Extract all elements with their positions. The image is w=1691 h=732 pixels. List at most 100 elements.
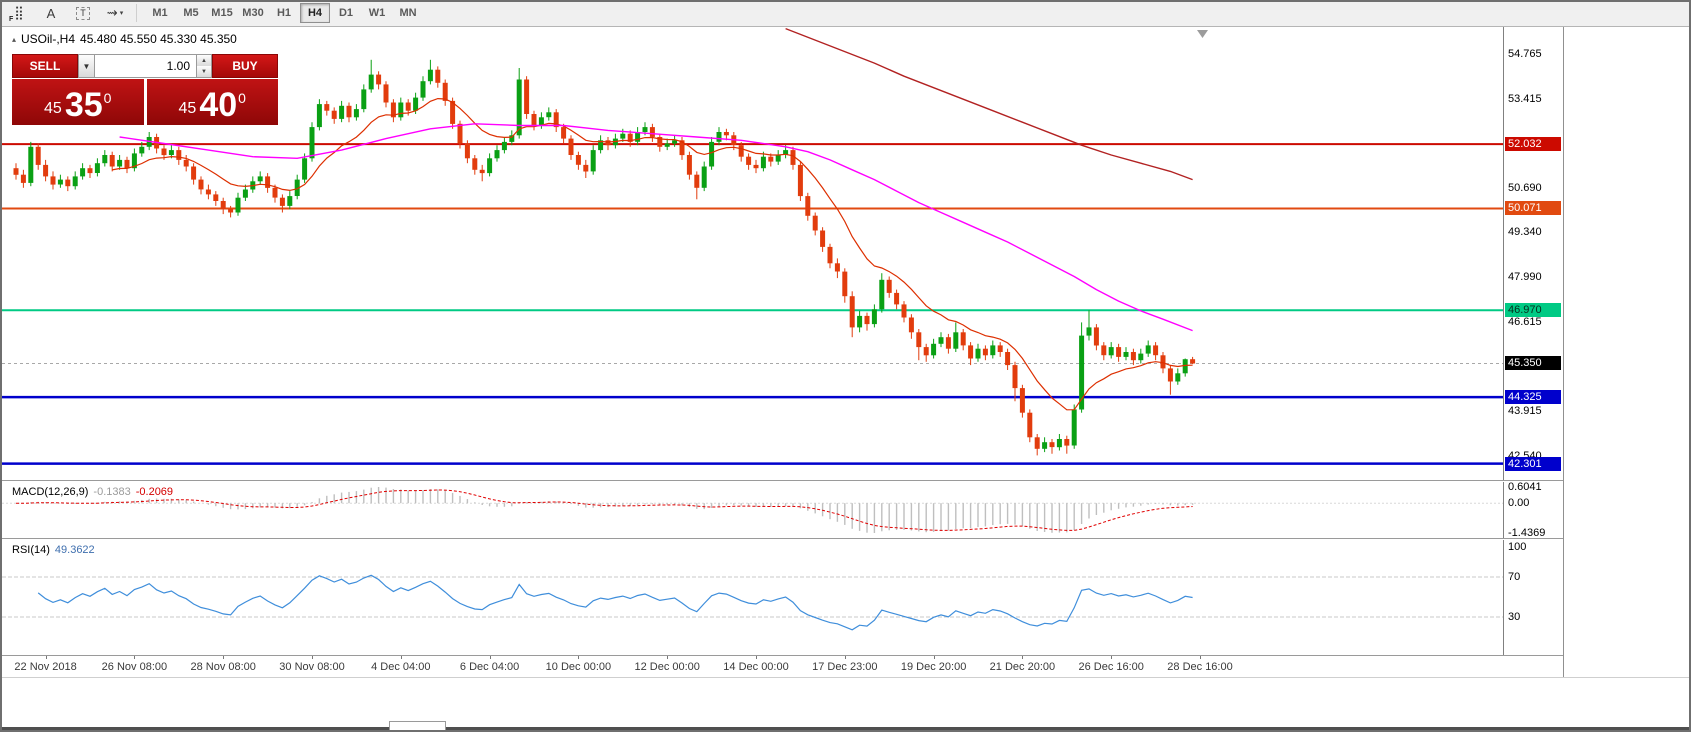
macd-panel[interactable]	[2, 482, 1503, 538]
sell-price-main: 45	[44, 100, 62, 117]
time-axis-tick	[667, 656, 669, 659]
dropdown-caret-icon: ▾	[119, 10, 124, 17]
time-axis-label: 22 Nov 2018	[14, 661, 77, 673]
axis-right-border	[1563, 27, 1564, 677]
time-axis-label: 21 Dec 20:00	[989, 661, 1056, 673]
macd-histogram	[22, 487, 1194, 533]
stamp-grid-icon[interactable]: ⣿ F	[6, 2, 32, 24]
chart-symbol-label: USOil-,H4	[21, 32, 76, 46]
time-axis-tick	[312, 656, 313, 659]
shape-arrows-icon[interactable]: ⇝ ▾	[102, 2, 128, 24]
time-axis-tick	[400, 656, 402, 659]
scrollbar-thumb[interactable]	[389, 721, 446, 732]
timeframe-h1-button[interactable]: H1	[276, 7, 292, 19]
chart-title: ▴ USOil-,H4 45.480 45.550 45.330 45.350	[12, 32, 237, 46]
timeframe-d1-button[interactable]: D1	[338, 7, 354, 19]
price-level-badge: 42.301	[1505, 456, 1561, 471]
macd-label: MACD(12,26,9) -0.1383 -0.2069	[12, 486, 173, 498]
ma-fast-line	[112, 97, 1193, 411]
panel-resize-handle[interactable]	[2, 480, 1563, 482]
candles	[13, 59, 1196, 456]
timeframe-w1-button[interactable]: W1	[368, 7, 386, 19]
shape-arrows-glyph: ⇝	[106, 5, 118, 20]
chart-shift-marker-icon[interactable]	[1197, 30, 1208, 38]
chart-ohlc-label: 45.480 45.550 45.330 45.350	[80, 32, 237, 46]
volume-input[interactable]: 1.00	[95, 54, 196, 78]
time-axis-tick	[489, 656, 491, 659]
price-axis-tick: 43.915	[1508, 404, 1542, 417]
price-level-badge: 52.032	[1505, 137, 1561, 152]
time-axis-label: 14 Dec 00:00	[723, 661, 789, 673]
timeframe-h4-button[interactable]: H4	[300, 3, 330, 23]
ma-long-line	[785, 27, 1193, 181]
macd-name: MACD(12,26,9)	[12, 486, 89, 498]
stamp-grid-glyph: ⣿	[14, 5, 24, 20]
toolbar-separator	[136, 4, 137, 22]
timeframe-m30-button[interactable]: M30	[242, 7, 264, 19]
timeframe-m5-button[interactable]: M5	[183, 7, 199, 19]
time-axis-label: 6 Dec 04:00	[459, 661, 520, 673]
sell-price-big: 35	[64, 86, 103, 125]
window-bottom-area	[0, 677, 1691, 727]
price-axis-tick: 50.690	[1508, 182, 1542, 195]
buy-price-display[interactable]: 45 40 0	[146, 79, 278, 125]
price-axis-tick: 47.990	[1508, 270, 1542, 283]
time-axis-label: 12 Dec 00:00	[634, 661, 700, 673]
time-axis-tick	[134, 656, 136, 659]
time-axis-tick	[756, 656, 757, 659]
rsi-name: RSI(14)	[12, 544, 50, 556]
macd-signal-value: -0.2069	[135, 486, 174, 498]
sell-button[interactable]: SELL	[12, 54, 78, 78]
panel-resize-handle[interactable]	[2, 538, 1563, 540]
one-click-trading-panel: SELL ▼ 1.00 ▲ ▼ BUY 45 35 0 45 40 0	[12, 54, 278, 125]
text-annotation-icon[interactable]: A	[38, 2, 64, 24]
bottom-window-edge	[0, 721, 1691, 732]
price-level-badge: 46.970	[1505, 303, 1561, 318]
rsi-panel[interactable]	[2, 540, 1503, 655]
text-frame-icon[interactable]: T	[70, 2, 96, 24]
time-axis[interactable]: 22 Nov 2018 26 Nov 08:00 28 Nov 08:00 30 No…	[2, 655, 1563, 677]
buy-button[interactable]: BUY	[212, 54, 278, 78]
timeframe-m1-button[interactable]: M1	[152, 7, 168, 19]
timeframe-m15-button[interactable]: M15	[211, 7, 233, 19]
timeframe-mn-button[interactable]: MN	[399, 7, 417, 19]
volume-increase-button[interactable]: ▲	[197, 55, 211, 66]
text-frame-glyph: T	[76, 6, 90, 20]
macd-signal-line	[15, 489, 1193, 531]
time-axis-tick	[578, 656, 580, 659]
volume-decrease-button[interactable]: ▼	[197, 66, 211, 77]
sell-price-display[interactable]: 45 35 0	[12, 79, 144, 125]
one-click-collapse-icon[interactable]: ▴	[12, 34, 17, 44]
rsi-line	[37, 574, 1193, 631]
price-axis-tick: 49.340	[1508, 226, 1542, 239]
time-axis-label: 28 Dec 16:00	[1167, 661, 1233, 673]
buy-price-main: 45	[178, 100, 197, 117]
macd-axis-label: -1.4369	[1508, 527, 1546, 539]
rsi-axis-label: 70	[1508, 571, 1521, 583]
price-level-badge: 50.071	[1505, 201, 1561, 216]
macd-axis-label: 0.6041	[1508, 481, 1542, 493]
volume-dropdown-button[interactable]: ▼	[78, 54, 95, 78]
price-chart[interactable]	[2, 27, 1503, 480]
volume-spinner: ▲ ▼	[196, 54, 212, 78]
time-axis-tick	[1111, 656, 1113, 659]
chevron-down-icon: ▼	[82, 61, 91, 71]
time-axis-tick	[844, 656, 846, 659]
time-axis-tick	[223, 656, 225, 659]
drawing-tools-group: ⣿ F A T ⇝ ▾	[6, 2, 128, 24]
rsi-axis-label: 100	[1508, 541, 1527, 553]
macd-main-value: -0.1383	[93, 486, 131, 498]
time-axis-tick	[933, 656, 935, 659]
ma-mid-line	[119, 123, 1193, 332]
time-axis-label: 30 Nov 08:00	[279, 661, 345, 673]
time-axis-label: 10 Dec 00:00	[545, 661, 612, 673]
price-axis[interactable]: 54.765 53.415 50.690 49.340 47.990 46.615 43.9…	[1503, 27, 1564, 655]
timeframe-group: M1 M5 M15 M30 H1 H4 D1 W1 MN	[145, 3, 423, 23]
time-axis-label: 4 Dec 04:00	[371, 661, 431, 673]
chart-toolbar: ⣿ F A T ⇝ ▾ M1 M5 M15 M30 H1 H4 D1 W1 MN	[0, 0, 1691, 27]
price-axis-tick: 53.415	[1508, 92, 1542, 105]
time-axis-tick	[45, 656, 47, 659]
sell-price-sup: 0	[103, 90, 112, 106]
price-axis-tick: 46.615	[1508, 315, 1542, 328]
